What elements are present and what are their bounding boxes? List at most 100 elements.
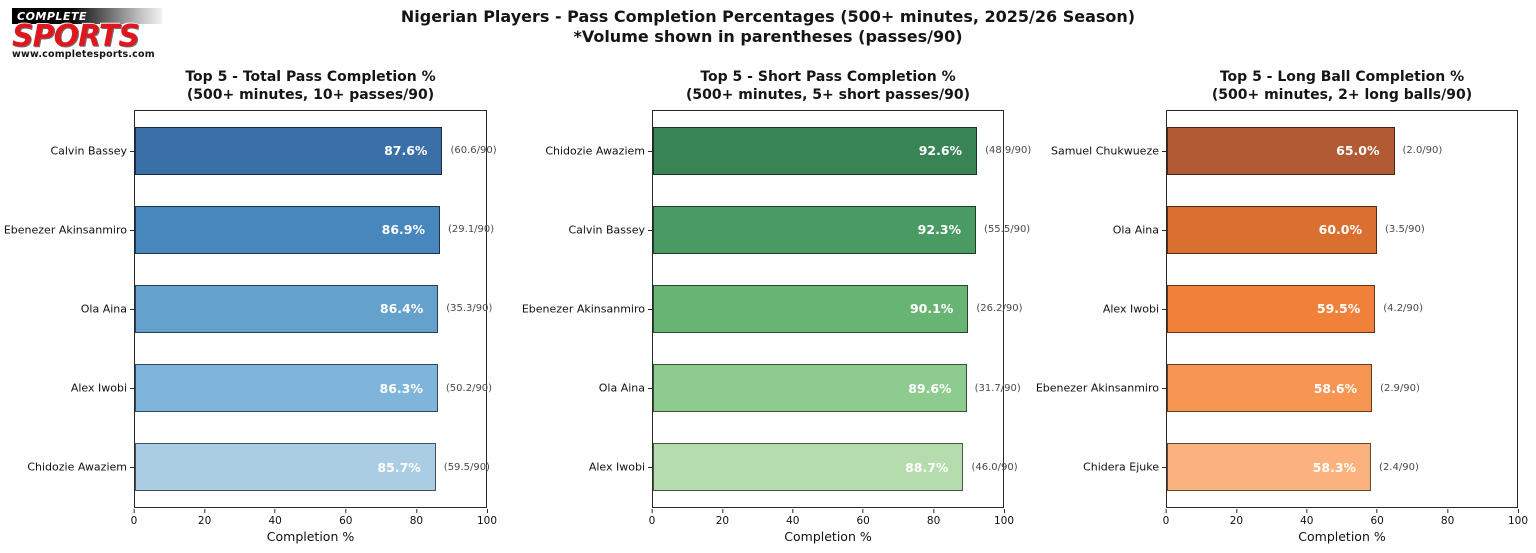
y-axis-player-label: Ebenezer Akinsanmiro	[521, 302, 645, 316]
y-axis-player-label: Ola Aina	[1112, 223, 1159, 237]
plot-area: Samuel Chukwueze 65.0% (2.0/90) Ola Aina…	[1036, 110, 1518, 508]
x-tick-mark	[792, 509, 794, 513]
y-axis-player-label: Chidera Ejuke	[1083, 460, 1159, 474]
chart-long-ball-completion: Top 5 - Long Ball Completion % (500+ min…	[1036, 0, 1528, 553]
x-tick-mark	[862, 509, 864, 513]
bar: 58.6%	[1167, 364, 1373, 413]
x-tick-label: 100	[476, 515, 498, 527]
bar-volume-label: (46.0/90)	[971, 461, 1018, 473]
x-tick-label: 40	[268, 515, 282, 527]
y-tick-mark	[1162, 388, 1166, 390]
bar-volume-label: (35.3/90)	[446, 303, 493, 315]
chart-title: Top 5 - Short Pass Completion % (500+ mi…	[686, 69, 970, 104]
bar-row: Ola Aina 86.4% (35.3/90)	[81, 269, 492, 348]
x-tick-mark	[133, 509, 135, 513]
x-tick-mark	[204, 509, 206, 513]
y-tick-mark	[130, 467, 134, 469]
bar-value-label: 87.6%	[384, 143, 428, 159]
bar-value-label: 86.9%	[381, 222, 426, 238]
y-tick-mark	[130, 229, 134, 231]
plot-area: Calvin Bassey 87.6% (60.6/90) Ebenezer A…	[4, 110, 497, 508]
bar: 60.0%	[1167, 205, 1377, 254]
bar-value-label: 88.7%	[905, 459, 949, 475]
bar: 87.6%	[135, 126, 443, 175]
x-axis-label: Completion %	[1298, 529, 1386, 544]
x-tick-label: 60	[856, 515, 870, 527]
x-axis: 0 20 40 60 80 100	[130, 509, 497, 529]
bar-value-label: 92.6%	[918, 143, 963, 159]
x-tick-label: 0	[1162, 515, 1170, 527]
y-tick-mark	[648, 308, 652, 310]
bar-value-label: 60.0%	[1318, 222, 1362, 238]
bar-value-label: 92.3%	[917, 222, 962, 238]
bar-row: Ebenezer Akinsanmiro 58.6% (2.9/90)	[1036, 349, 1517, 428]
y-tick-mark	[1162, 467, 1166, 469]
x-tick-label: 80	[1440, 515, 1455, 527]
bar-volume-label: (26.2/90)	[976, 303, 1023, 315]
bar-volume-label: (2.4/90)	[1379, 461, 1419, 473]
x-tick-label: 100	[1507, 515, 1529, 527]
x-tick-label: 40	[786, 515, 800, 527]
bar-value-label: 90.1%	[909, 301, 954, 317]
chart-title: Top 5 - Long Ball Completion % (500+ min…	[1212, 69, 1472, 104]
x-tick-label: 20	[1229, 515, 1244, 527]
bar-row: Chidera Ejuke 58.3% (2.4/90)	[1083, 428, 1517, 507]
bar-row: Samuel Chukwueze 65.0% (2.0/90)	[1051, 111, 1517, 190]
y-tick-mark	[130, 388, 134, 390]
bar-value-label: 59.5%	[1316, 301, 1361, 317]
chart-title-line1: Top 5 - Total Pass Completion %	[185, 69, 436, 85]
bar-volume-label: (59.5/90)	[443, 461, 490, 473]
bar-row: Alex Iwobi 86.3% (50.2/90)	[71, 349, 492, 428]
bar: 65.0%	[1167, 126, 1395, 175]
bar-row: Ebenezer Akinsanmiro 90.1% (26.2/90)	[522, 269, 1023, 348]
bar-value-label: 86.3%	[379, 380, 423, 396]
x-tick-mark	[1165, 509, 1167, 513]
bar-row: Calvin Bassey 87.6% (60.6/90)	[50, 111, 497, 190]
y-tick-mark	[648, 388, 652, 390]
bar-row: Ola Aina 60.0% (3.5/90)	[1113, 190, 1517, 269]
x-axis-label: Completion %	[266, 529, 355, 544]
logo-top-bar: COMPLETE	[12, 8, 162, 24]
bar: 92.6%	[653, 126, 978, 175]
complete-sports-logo: COMPLETE SPORTS www.completesports.com	[12, 8, 167, 60]
bar-row: Chidozie Awaziem 85.7% (59.5/90)	[27, 428, 490, 507]
bar-row: Alex Iwobi 88.7% (46.0/90)	[589, 428, 1018, 507]
chart-title-line1: Top 5 - Short Pass Completion %	[700, 69, 956, 85]
x-tick-mark	[345, 509, 347, 513]
y-axis-player-label: Calvin Bassey	[568, 223, 645, 237]
x-tick-mark	[415, 509, 417, 513]
x-tick-label: 20	[197, 515, 212, 527]
logo-url-text: www.completesports.com	[12, 49, 155, 60]
bar-volume-label: (60.6/90)	[450, 145, 497, 157]
y-axis-player-label: Ebenezer Akinsanmiro	[3, 223, 127, 237]
bar: 58.3%	[1167, 443, 1372, 492]
x-tick-label: 60	[1370, 515, 1384, 527]
bar-volume-label: (2.0/90)	[1402, 145, 1443, 157]
bar-value-label: 58.3%	[1312, 459, 1357, 475]
bar: 90.1%	[653, 284, 969, 333]
chart-short-pass-completion: Top 5 - Short Pass Completion % (500+ mi…	[522, 0, 1031, 553]
bar-row: Calvin Bassey 92.3% (55.5/90)	[568, 190, 1030, 269]
bar-row: Ebenezer Akinsanmiro 86.9% (29.1/90)	[4, 190, 494, 269]
bar: 86.4%	[135, 284, 439, 333]
bar: 89.6%	[653, 364, 967, 413]
bar-row: Ola Aina 89.6% (31.7/90)	[599, 349, 1021, 428]
y-axis-player-label: Ola Aina	[598, 381, 645, 395]
y-axis-player-label: Calvin Bassey	[50, 144, 127, 158]
bar: 59.5%	[1167, 284, 1376, 333]
bar-volume-label: (31.7/90)	[974, 382, 1021, 394]
bar: 85.7%	[135, 443, 436, 492]
bar: 86.3%	[135, 364, 438, 413]
x-tick-label: 0	[130, 515, 138, 527]
logo-top-text: COMPLETE	[17, 9, 87, 23]
x-tick-mark	[721, 509, 723, 513]
bar-row: Alex Iwobi 59.5% (4.2/90)	[1103, 269, 1517, 348]
x-tick-label: 60	[339, 515, 353, 527]
x-tick-mark	[1003, 509, 1005, 513]
x-tick-mark	[1376, 509, 1378, 513]
bar-volume-label: (48.9/90)	[985, 145, 1032, 157]
y-axis-player-label: Chidozie Awaziem	[545, 144, 645, 158]
x-tick-mark	[1306, 509, 1308, 513]
x-tick-label: 80	[926, 515, 941, 527]
x-tick-mark	[933, 509, 935, 513]
